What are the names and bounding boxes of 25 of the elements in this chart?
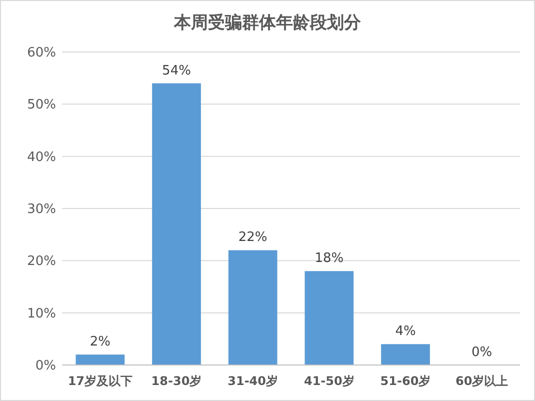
data-label: 2%: [90, 334, 110, 350]
y-tick-label: 0%: [35, 358, 56, 374]
x-tick-label: 60岁以上: [455, 374, 508, 388]
data-label: 22%: [238, 230, 268, 246]
y-tick-label: 60%: [27, 46, 56, 60]
y-tick-label: 50%: [27, 98, 56, 113]
bar: [228, 250, 278, 365]
bar: [76, 354, 125, 365]
data-label: 18%: [314, 251, 344, 266]
bar: [381, 344, 430, 365]
x-tick-label: 31-40岁: [228, 374, 278, 388]
data-label: 4%: [395, 324, 416, 340]
y-tick-label: 10%: [27, 306, 56, 322]
x-tick-label: 18-30岁: [151, 374, 202, 388]
x-tick-label: 17岁及以下: [68, 374, 133, 388]
bar: [152, 83, 201, 365]
x-tick-label: 41-50岁: [304, 374, 354, 388]
y-tick-label: 30%: [27, 202, 56, 217]
x-tick-label: 51-60岁: [380, 374, 431, 388]
data-label: 54%: [162, 63, 191, 78]
bar: [304, 271, 354, 365]
data-label: 0%: [472, 345, 492, 360]
y-tick-label: 40%: [27, 150, 56, 165]
chart-title: 本周受骗群体年龄段划分: [173, 13, 362, 33]
y-tick-label: 20%: [27, 254, 56, 270]
